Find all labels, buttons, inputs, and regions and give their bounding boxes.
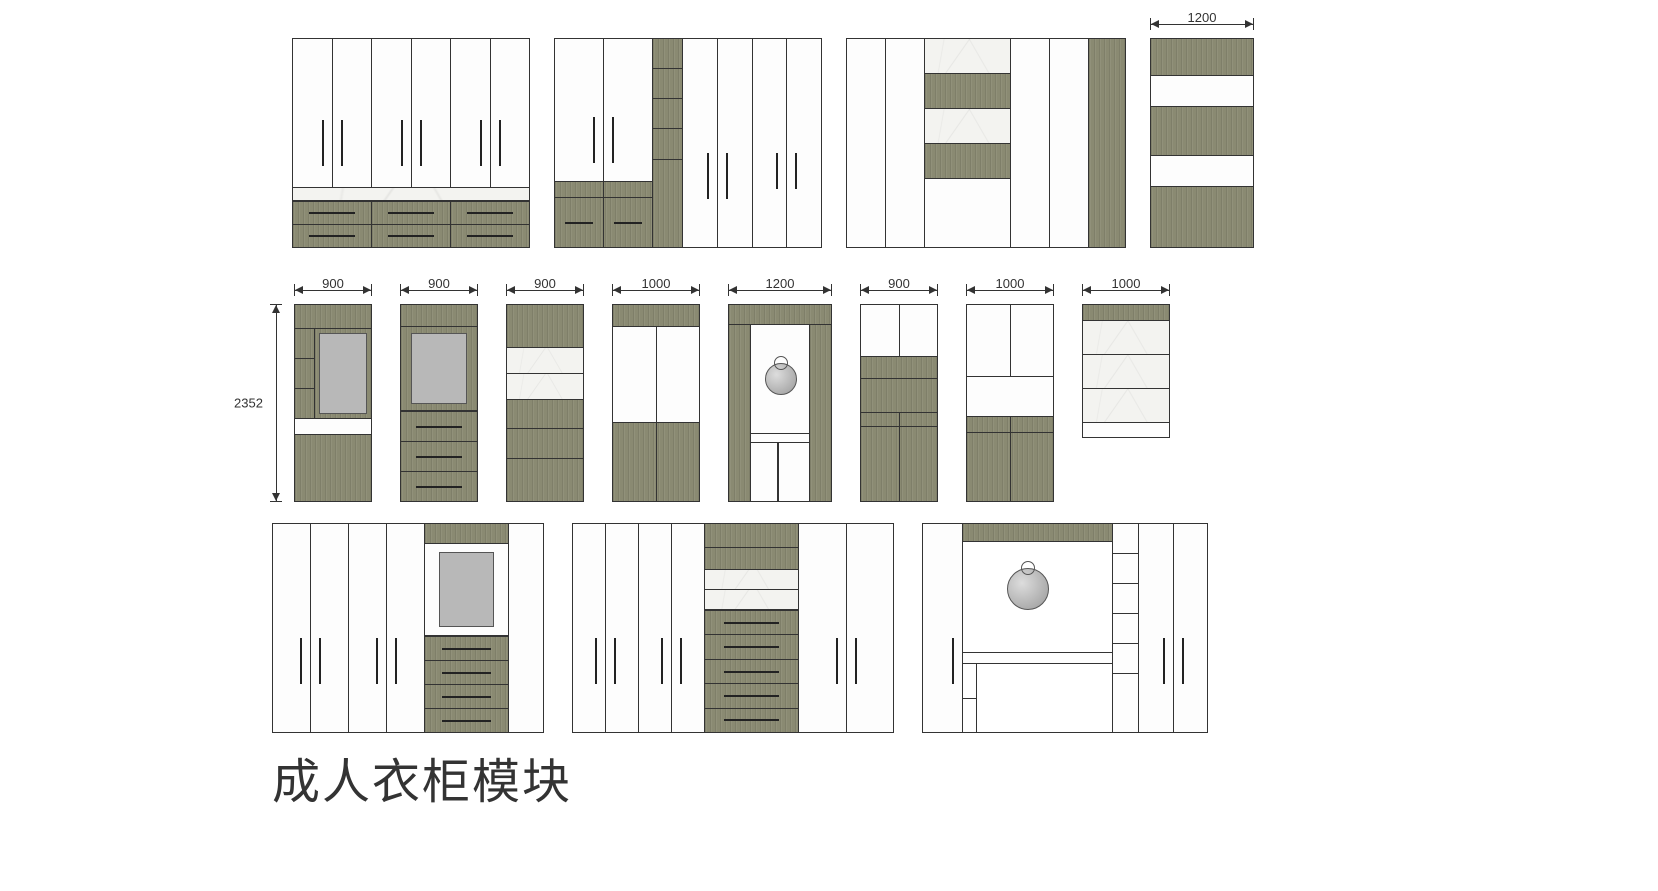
- dim-label: 900: [400, 276, 478, 291]
- dim-label: 1000: [612, 276, 700, 291]
- dim-label: 900: [506, 276, 584, 291]
- round-mirror-icon: [765, 363, 797, 395]
- dim-label: 900: [294, 276, 372, 291]
- row-2: 900 2352 900 900: [294, 304, 1170, 502]
- dim-label: 1000: [1082, 276, 1170, 291]
- cabinet-r2c: 900: [506, 304, 584, 502]
- cabinet-r1c: [846, 38, 1126, 248]
- dim-label: 1200: [1150, 10, 1254, 25]
- cabinet-r3c: [922, 523, 1208, 733]
- row-1: 1200: [292, 38, 1254, 248]
- dim-label: 1200: [728, 276, 832, 291]
- dim-label: 1000: [966, 276, 1054, 291]
- dim-label: 900: [860, 276, 938, 291]
- cabinet-r1b: [554, 38, 822, 248]
- cabinet-r2a: 900 2352: [294, 304, 372, 502]
- cabinet-r1a: [292, 38, 530, 248]
- cabinet-r3a: [272, 523, 544, 733]
- dim-height: 2352: [270, 304, 282, 502]
- cabinet-r2h: 1000: [1082, 304, 1170, 438]
- cabinet-r2b: 900: [400, 304, 478, 502]
- cabinet-r3b: [572, 523, 894, 733]
- cabinet-r1d: 1200: [1150, 38, 1254, 248]
- cabinet-r2e: 1200: [728, 304, 832, 502]
- page-title: 成人衣柜模块: [272, 742, 572, 812]
- cabinet-r2f: 900: [860, 304, 938, 502]
- cabinet-r2g: 1000: [966, 304, 1054, 502]
- row-3: [272, 523, 1208, 733]
- dim-r1d: 1200: [1150, 18, 1254, 30]
- cabinet-r2d: 1000: [612, 304, 700, 502]
- dim-label: 2352: [234, 396, 263, 411]
- round-mirror-icon: [1007, 568, 1049, 610]
